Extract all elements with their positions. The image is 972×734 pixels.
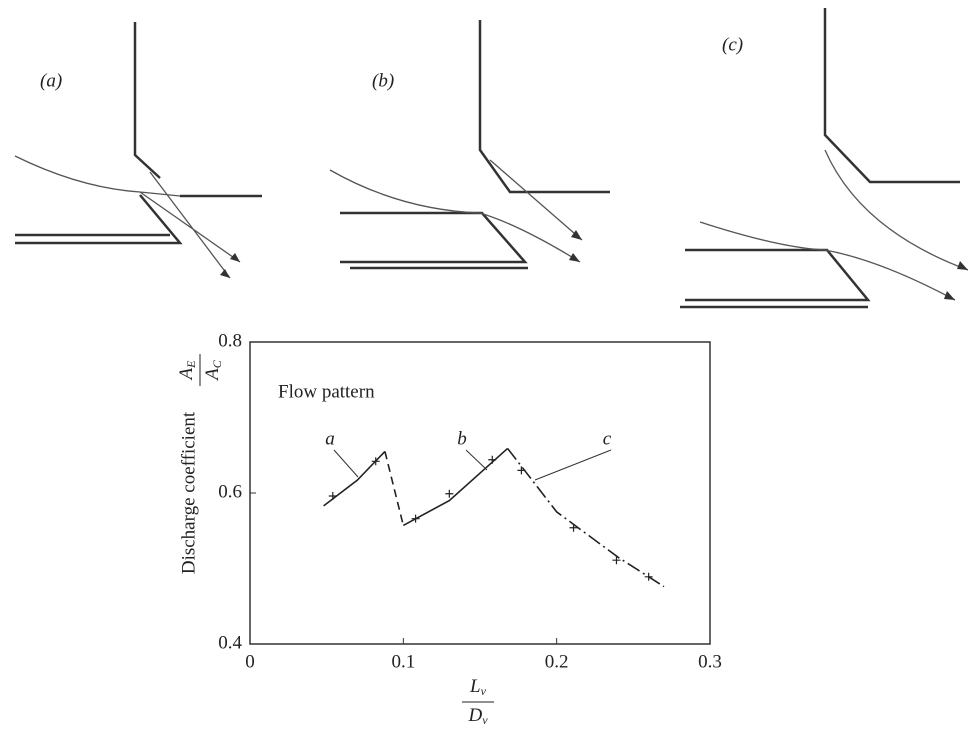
diagram-label: (b) [372,70,394,91]
arrowhead [569,230,582,262]
curve-label: a [325,428,335,449]
wall [823,8,960,184]
curve [402,447,509,527]
plate [15,194,183,245]
denominator: Dv [467,705,488,726]
data-point [411,514,420,523]
y-tick-label: 0.4 [218,632,242,653]
diagram-b: (b) [329,20,610,270]
diagram-c: (c) [680,8,969,309]
plate [340,211,528,270]
numerator: Lv [469,676,487,697]
flow-line [14,155,241,279]
subscript: v [481,684,487,698]
y-fraction: AE AC [176,354,224,386]
base: A [176,367,197,381]
wall [478,20,610,194]
x-tick-label: 0.1 [391,651,415,672]
subscript: v [482,713,488,727]
data-point [445,489,454,498]
numerator: AE [176,360,197,382]
y-tick-label: 0.6 [218,481,242,502]
diagram-a: (a) [14,22,262,279]
base: D [467,705,482,726]
base: A [202,368,223,382]
plate [680,248,871,309]
denominator: AC [202,359,223,382]
diagram-label: (c) [722,34,743,55]
data-point [488,455,497,464]
y-axis-label: Discharge coefficient [178,411,199,574]
arrowhead [944,261,968,300]
base: L [469,676,481,697]
data-point [371,457,380,466]
leader-line [465,449,488,471]
flow-line [329,159,583,263]
data-point [328,492,337,501]
data-point [612,556,621,565]
x-tick-label: 0 [245,651,255,672]
curve-label: b [457,428,467,449]
y-tick-label: 0.8 [218,330,242,351]
curve [384,451,405,526]
data-point [569,523,578,532]
wall [133,22,262,198]
subscript: C [210,359,224,368]
flow-line [699,149,969,301]
arrowhead [220,253,240,278]
data-point [644,572,653,581]
curve [506,447,665,588]
x-fraction: Lv Dv [462,676,494,727]
x-tick-label: 0.3 [698,651,722,672]
diagram-label: (a) [40,70,62,91]
data-point [517,466,526,475]
subscript: E [184,360,198,369]
leader-line [333,449,359,478]
curve-label: c [603,428,612,449]
x-tick-label: 0.2 [545,651,569,672]
annotation: Flow pattern [278,381,375,402]
leader-line [534,449,612,481]
